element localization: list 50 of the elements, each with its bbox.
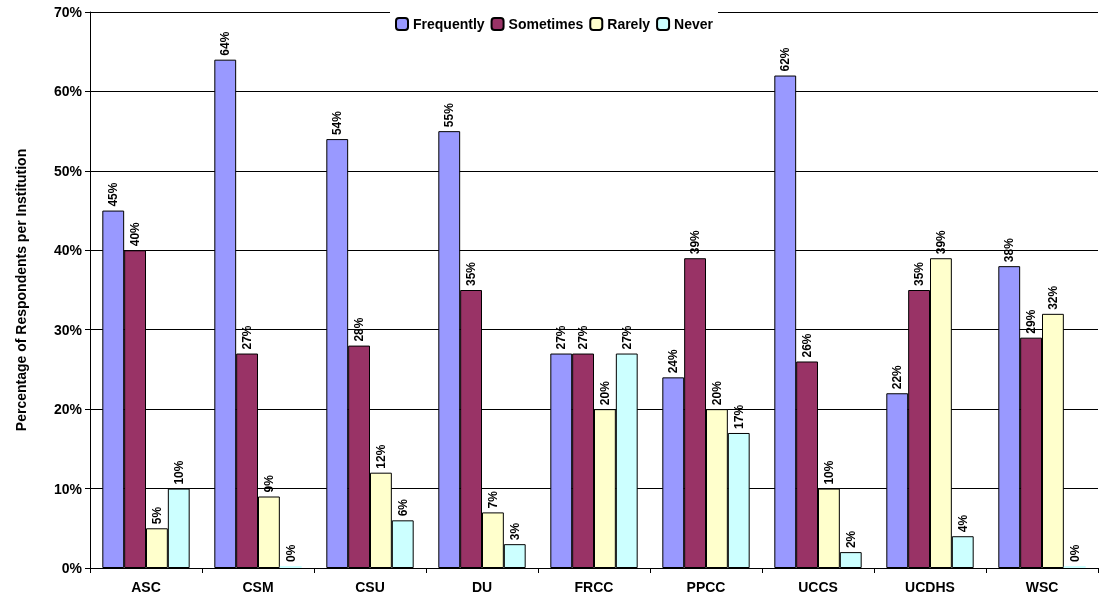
x-tick-label: CSU [355,579,385,595]
y-tick-label: 0% [61,560,83,576]
data-label: 7% [485,490,500,509]
data-label: 35% [464,261,479,286]
data-label: 0% [1067,544,1082,562]
data-label: 26% [800,333,815,358]
data-label: 62% [778,47,793,72]
x-tick-label: FRCC [574,579,614,595]
legend-label: Sometimes [508,16,584,32]
y-tick-label: 60% [53,83,83,100]
data-label: 39% [688,229,703,255]
y-tick-label: 40% [53,242,83,259]
data-label: 55% [442,102,457,128]
y-tick-label: 70% [53,4,83,20]
data-label: 3% [507,522,522,541]
x-tick-label: DU [471,579,493,595]
data-label: 20% [709,380,724,406]
data-label: 12% [373,444,388,469]
data-label: 5% [149,506,164,525]
data-label: 45% [106,182,121,207]
x-tick-label: PPCC [686,579,726,595]
data-label: 0% [283,544,298,562]
data-label: 10% [821,460,836,485]
y-tick-label: 20% [53,401,83,418]
y-tick-label: 10% [53,480,83,497]
data-label: 40% [128,221,143,247]
data-label: 64% [218,31,233,56]
data-label: 32% [1045,285,1060,310]
x-tick-label: UCDHS [905,579,955,595]
data-label: 24% [666,349,681,374]
data-label: 39% [933,229,948,255]
data-label: 4% [955,514,970,533]
legend-label: Never [674,16,714,32]
data-label: 20% [597,380,612,406]
data-label: 17% [731,404,746,429]
data-label: 54% [330,110,345,136]
legend-label: Rarely [607,16,651,32]
x-tick-label: WSC [1025,579,1059,595]
y-tick-label: 30% [53,321,83,338]
y-axis-title: Percentage of Respondents per Institution [13,148,29,432]
data-label: 10% [171,460,186,485]
data-label: 35% [912,261,927,286]
x-tick-label: ASC [131,579,161,595]
x-tick-label: CSM [242,579,274,595]
legend-label: Frequently [413,16,485,32]
data-label: 6% [395,498,410,517]
data-label: 22% [890,364,905,390]
y-tick-label: 50% [53,162,83,179]
x-tick-label: UCCS [798,579,838,595]
data-label: 2% [843,530,858,549]
